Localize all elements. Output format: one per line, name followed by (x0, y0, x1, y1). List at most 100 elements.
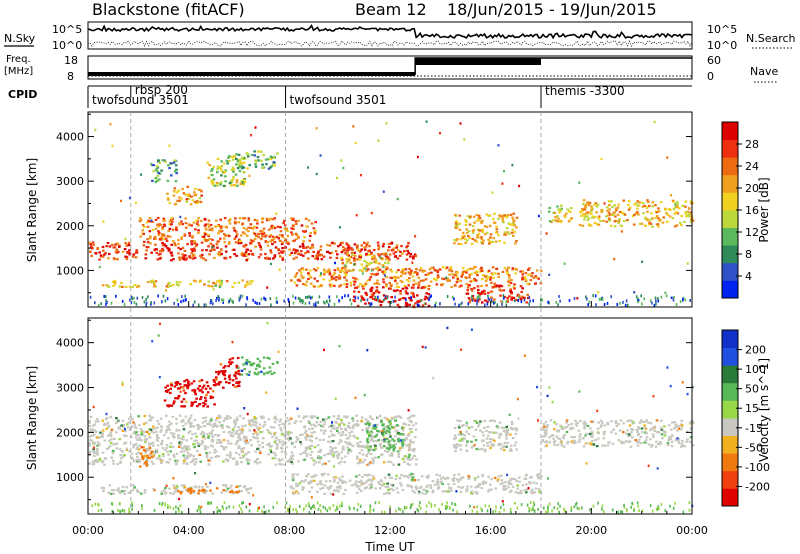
velocity-cell (346, 452, 350, 455)
velocity-cell (388, 446, 392, 449)
velocity-cell (541, 435, 545, 438)
power-cell (401, 252, 404, 255)
power-cell (400, 271, 403, 274)
power-cell (433, 277, 436, 281)
power-cell (167, 198, 170, 201)
velocity-cell (131, 489, 134, 492)
velocity-cell (532, 505, 534, 509)
power-cell (154, 218, 158, 221)
power-cell (204, 259, 207, 262)
power-cell (157, 233, 161, 237)
power-cell (245, 152, 249, 155)
velocity-cell (518, 480, 521, 483)
velocity-cell (172, 432, 176, 435)
power-cell (156, 223, 159, 226)
velocity-cell (474, 420, 477, 423)
power-cell (456, 223, 460, 226)
velocity-cell (662, 430, 665, 433)
velocity-cell (166, 450, 169, 453)
velocity-cell (651, 433, 655, 436)
power-cell (424, 285, 428, 288)
velocity-cell (311, 427, 314, 430)
velocity-cell (235, 485, 238, 488)
velocity-cell (111, 509, 114, 513)
velocity-cell (266, 443, 269, 446)
velocity-cell (253, 460, 257, 463)
power-cell (199, 200, 203, 203)
power-cell (346, 250, 349, 254)
power-cell (353, 259, 356, 262)
velocity-cell (244, 453, 247, 456)
velocity-cell (457, 426, 461, 429)
velocity-cell (95, 430, 98, 433)
velocity-cell (285, 501, 288, 505)
power-cell (225, 280, 229, 283)
power-cell (527, 283, 531, 286)
power-cell (264, 252, 267, 256)
power-cell (307, 277, 310, 280)
velocity-cell (655, 440, 658, 443)
velocity-cell (305, 452, 309, 455)
velocity-cell (409, 458, 412, 461)
velocity-cell (391, 454, 394, 457)
power-cell (218, 281, 222, 284)
power-cell (466, 215, 470, 218)
power-cell (657, 217, 660, 220)
velocity-cell (195, 439, 198, 442)
velocity-cell (157, 436, 160, 440)
velocity-cell (108, 445, 112, 448)
velocity-cell (147, 442, 151, 445)
velocity-cell (165, 431, 168, 434)
power-cell (360, 299, 362, 303)
velocity-cell (483, 481, 486, 485)
power-cell (223, 237, 226, 240)
velocity-cell (383, 492, 386, 495)
power-cell (477, 288, 480, 292)
velocity-cell (235, 377, 238, 380)
velocity-cell (337, 431, 341, 435)
velocity-cell (118, 438, 122, 441)
power-cell (464, 223, 468, 226)
power-cell (230, 155, 234, 158)
power-cell (212, 281, 215, 284)
velocity-cell (383, 438, 386, 441)
power-cell (565, 212, 568, 215)
velocity-cell (140, 431, 143, 434)
velocity-cell (354, 480, 358, 483)
velocity-cell (241, 501, 243, 505)
velocity-cell (323, 423, 326, 426)
velocity-cell (353, 506, 355, 510)
velocity-cell (338, 425, 341, 428)
power-cell (613, 257, 616, 261)
velocity-cell (612, 508, 614, 512)
velocity-cell (529, 476, 532, 479)
power-cell (350, 247, 353, 250)
velocity-cell (207, 501, 210, 505)
power-cell (553, 211, 557, 215)
power-cell (374, 298, 377, 301)
power-cell (394, 279, 397, 282)
power-cell (412, 294, 415, 297)
power-cell (644, 217, 647, 220)
power-cell (323, 273, 326, 276)
velocity-cell (279, 418, 283, 421)
power-cell (125, 255, 129, 259)
power-cell (238, 296, 240, 300)
velocity-cell (198, 489, 201, 492)
velocity-cell (332, 489, 336, 492)
velocity-cell (590, 430, 594, 433)
power-cell (402, 297, 405, 300)
power-cell (261, 217, 264, 220)
velocity-cell (159, 458, 162, 461)
velocity-cell (308, 435, 311, 438)
power-cell (511, 222, 514, 225)
power-cell (158, 161, 161, 164)
velocity-cell (394, 430, 398, 433)
power-cell (499, 289, 503, 292)
power-cell (344, 274, 348, 277)
velocity-cell (313, 506, 316, 510)
power-cell (468, 223, 472, 226)
velocity-cell (341, 447, 345, 450)
velocity-cell (388, 420, 391, 423)
power-cell (521, 277, 524, 281)
